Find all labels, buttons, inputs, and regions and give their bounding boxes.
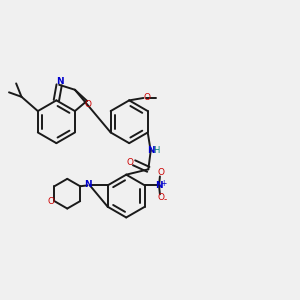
Text: O: O (143, 94, 151, 103)
Text: O: O (85, 100, 92, 109)
Text: +: + (160, 179, 166, 188)
Text: N: N (155, 181, 163, 190)
Text: O: O (127, 158, 134, 167)
Text: O: O (47, 196, 54, 206)
Text: N: N (56, 77, 64, 86)
Text: O: O (157, 168, 164, 177)
Text: N: N (84, 180, 91, 189)
Text: -: - (164, 195, 167, 204)
Text: N: N (147, 146, 154, 155)
Text: O: O (157, 194, 164, 202)
Text: H: H (153, 146, 159, 155)
